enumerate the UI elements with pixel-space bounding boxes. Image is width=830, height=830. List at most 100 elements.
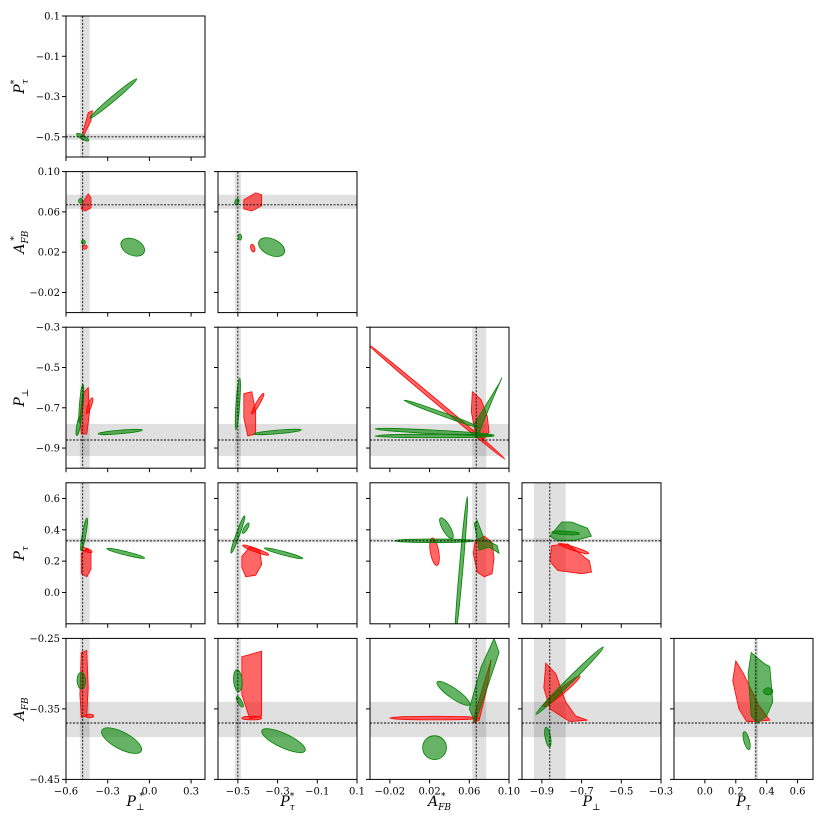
panel-Pperp-vs-Ptau_star bbox=[214, 326, 358, 473]
panel-plot-area bbox=[66, 16, 205, 157]
y-tick-label: −0.25 bbox=[29, 634, 60, 645]
green-region bbox=[473, 377, 503, 440]
green-region bbox=[436, 680, 471, 706]
red-region bbox=[558, 543, 590, 555]
y-tick-label: −0.7 bbox=[36, 403, 60, 414]
x-tick-label: −0.6 bbox=[54, 786, 78, 797]
reference-band-y bbox=[522, 538, 661, 543]
x-tick-label: 0.06 bbox=[458, 786, 480, 797]
green-region bbox=[763, 687, 774, 696]
green-region bbox=[742, 731, 751, 751]
x-tick-label: 0.3 bbox=[183, 786, 199, 797]
reference-band-x bbox=[79, 16, 90, 157]
red-region bbox=[370, 343, 506, 460]
x-tick-label: −0.1 bbox=[305, 786, 329, 797]
panel-AFB_star-vs-Pperp_star: −0.02 0.02 0.06 0.10 bbox=[29, 167, 206, 317]
panel-plot-area bbox=[218, 638, 357, 780]
reference-band-y bbox=[66, 701, 205, 738]
green-region bbox=[97, 428, 143, 435]
green-region bbox=[89, 78, 138, 119]
green-region bbox=[76, 132, 90, 142]
y-tick-label: −0.5 bbox=[36, 132, 60, 143]
red-region bbox=[81, 244, 88, 250]
panel-plot-area bbox=[218, 171, 357, 313]
x-tick-label: 0.0 bbox=[697, 786, 713, 797]
y-axis-label-Ptau: Pτ bbox=[12, 545, 31, 561]
green-region bbox=[76, 671, 86, 690]
panel-AFB-vs-Pperp: −0.9 −0.7 −0.5 −0.3 bbox=[518, 637, 673, 797]
panel-frame bbox=[217, 171, 358, 314]
green-region bbox=[258, 237, 286, 257]
panel-AFB_star-vs-Ptau_star bbox=[214, 171, 358, 317]
green-region bbox=[237, 233, 243, 241]
red-region bbox=[241, 715, 263, 721]
red-region bbox=[389, 715, 480, 721]
green-region bbox=[234, 377, 241, 430]
panel-frame bbox=[369, 482, 510, 625]
panel-AFB-vs-AFB_star: −0.02 0.02 0.06 0.10 bbox=[366, 637, 520, 797]
green-region bbox=[80, 239, 86, 245]
reference-band-y bbox=[66, 538, 205, 543]
panel-plot-area bbox=[370, 638, 509, 780]
reference-band-y bbox=[218, 423, 357, 457]
green-region bbox=[242, 522, 250, 534]
green-region bbox=[535, 646, 604, 715]
panel-Ptau-vs-Pperp bbox=[518, 482, 662, 628]
y-tick-label: −0.3 bbox=[36, 323, 60, 334]
x-axis-label-Ptau: Pτ bbox=[735, 794, 751, 813]
x-tick-label: −0.9 bbox=[530, 786, 554, 797]
green-region bbox=[261, 728, 306, 753]
green-region bbox=[403, 399, 480, 428]
x-tick-label: 0.4 bbox=[759, 786, 775, 797]
x-tick-label: −0.3 bbox=[265, 786, 289, 797]
red-region bbox=[429, 537, 440, 566]
green-region bbox=[263, 547, 304, 560]
panel-frame bbox=[521, 482, 662, 625]
panel-Pperp-vs-Pperp_star: −0.9 −0.7 −0.5 −0.3 bbox=[36, 323, 206, 473]
panel-plot-area bbox=[370, 482, 509, 624]
x-axis-label-Pperp_star: P⊥* bbox=[126, 792, 145, 813]
green-region bbox=[374, 433, 495, 439]
panel-frame bbox=[217, 326, 358, 469]
panel-plot-area bbox=[370, 327, 509, 469]
panel-Ptau_star-vs-Pperp_star: −0.5 −0.3 −0.1 0.1 bbox=[36, 12, 206, 161]
x-tick-label: −0.7 bbox=[569, 786, 593, 797]
panel-plot-area bbox=[66, 327, 205, 469]
green-region bbox=[75, 415, 82, 436]
y-tick-label: 0.1 bbox=[44, 12, 60, 23]
panel-plot-area bbox=[218, 327, 357, 469]
x-tick-label: 0.6 bbox=[790, 786, 806, 797]
y-tick-label: −0.3 bbox=[36, 92, 60, 103]
x-tick-label: 0.10 bbox=[498, 786, 520, 797]
y-tick-label: −0.1 bbox=[36, 52, 60, 63]
red-region bbox=[243, 192, 263, 212]
reference-band-y bbox=[66, 133, 205, 140]
x-tick-label: 0.0 bbox=[141, 786, 157, 797]
y-axis-label-AFB: AFB bbox=[12, 697, 31, 722]
panel-frame bbox=[217, 482, 358, 625]
red-region bbox=[250, 243, 256, 253]
panel-AFB-vs-Pperp_star: −0.6 −0.3 0.0 0.3 −0.45 −0.35 −0.25 bbox=[29, 634, 206, 797]
y-tick-label: 0.10 bbox=[38, 167, 60, 178]
reference-band-y bbox=[66, 194, 205, 209]
panel-Pperp-vs-AFB_star bbox=[366, 326, 510, 473]
y-tick-label: −0.02 bbox=[29, 288, 60, 299]
x-tick-label: −0.3 bbox=[96, 786, 120, 797]
panel-plot-area bbox=[674, 638, 813, 780]
panel-frame bbox=[65, 482, 206, 625]
green-region bbox=[551, 530, 580, 536]
panel-frame bbox=[369, 326, 510, 469]
red-region bbox=[242, 544, 270, 556]
x-tick-label: −0.5 bbox=[609, 786, 633, 797]
green-region bbox=[439, 517, 454, 540]
green-region bbox=[747, 651, 774, 724]
panel-frame bbox=[65, 171, 206, 314]
red-region bbox=[251, 392, 265, 415]
y-axis-label-Ptau_star: Pτ* bbox=[10, 78, 31, 94]
green-region bbox=[101, 727, 143, 754]
x-tick-label: −0.5 bbox=[226, 786, 250, 797]
panel-frame bbox=[65, 326, 206, 469]
panel-Ptau-vs-AFB_star bbox=[366, 482, 510, 628]
x-axis-label-Ptau_star: Pτ* bbox=[279, 792, 295, 813]
